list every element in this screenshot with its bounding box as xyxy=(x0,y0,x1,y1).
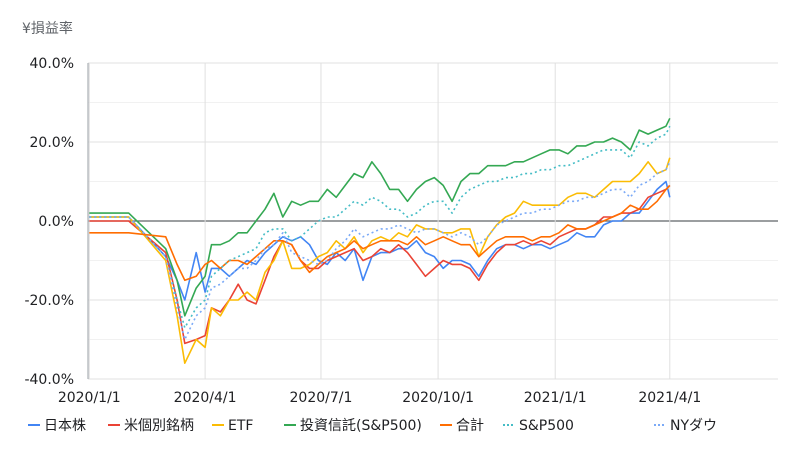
x-tick-label: 2020/10/1 xyxy=(402,390,474,406)
chart-title: ¥損益率 xyxy=(22,21,73,37)
legend-label-6: NYダウ xyxy=(670,418,717,434)
legend-label-1: 米個別銘柄 xyxy=(124,418,194,434)
x-tick-label: 2020/7/1 xyxy=(290,390,353,406)
series-line-4 xyxy=(89,184,671,282)
y-tick-label: -40.0% xyxy=(24,372,74,388)
y-tick-label: 40.0% xyxy=(30,56,74,72)
legend-label-4: 合計 xyxy=(456,418,484,434)
legend-label-3: 投資信託(S&P500) xyxy=(300,418,422,434)
x-tick-label: 2020/4/1 xyxy=(174,390,237,406)
series-line-6 xyxy=(89,161,671,341)
legend-label-2: ETF xyxy=(228,418,253,434)
x-tick-label: 2020/1/1 xyxy=(58,390,121,406)
legend-label-5: S&P500 xyxy=(519,418,574,434)
series-line-5 xyxy=(89,125,671,329)
x-tick-label: 2021/1/1 xyxy=(524,390,587,406)
legend-label-0: 日本株 xyxy=(44,418,86,434)
series-line-2 xyxy=(89,157,671,365)
x-tick-label: 2021/4/1 xyxy=(638,390,701,406)
y-tick-label: 0.0% xyxy=(38,214,74,230)
y-tick-label: -20.0% xyxy=(24,293,74,309)
series-line-0 xyxy=(89,180,671,301)
series-line-3 xyxy=(89,117,671,317)
y-tick-label: 20.0% xyxy=(30,135,74,151)
